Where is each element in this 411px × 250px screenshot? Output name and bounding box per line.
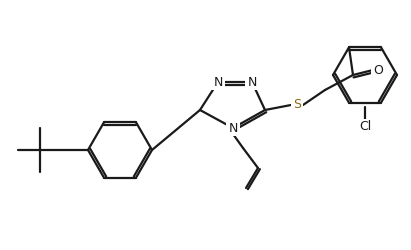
Text: N: N	[247, 76, 257, 88]
Text: N: N	[229, 122, 238, 134]
Text: Cl: Cl	[359, 120, 371, 134]
Text: O: O	[373, 64, 383, 76]
Text: S: S	[293, 98, 301, 112]
Text: N: N	[213, 76, 223, 88]
